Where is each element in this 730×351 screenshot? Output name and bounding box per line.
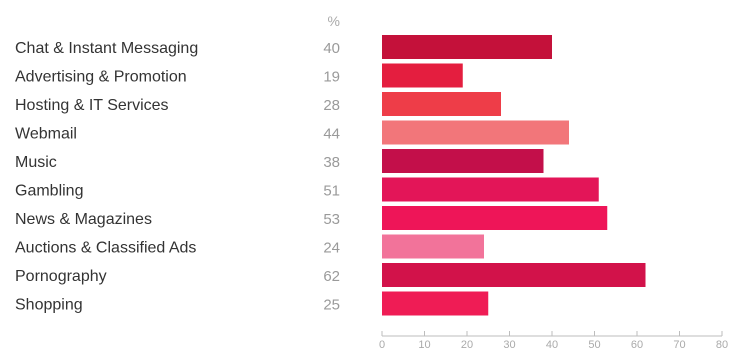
bar-row: Hosting & IT Services 28	[15, 92, 501, 116]
category-label: Advertising & Promotion	[15, 69, 187, 86]
category-label: Shopping	[15, 297, 83, 314]
value-label: 40	[323, 40, 340, 57]
x-tick-label: 70	[673, 339, 685, 351]
bar	[382, 234, 484, 259]
value-label: 53	[323, 211, 340, 228]
bar	[382, 206, 608, 230]
bar-row: Gambling 51	[15, 177, 599, 202]
bar-row: Auctions & Classified Ads 24	[15, 234, 484, 259]
category-label: Music	[15, 154, 57, 171]
x-tick-label: 20	[461, 339, 473, 351]
x-tick-label: 10	[418, 339, 430, 351]
bar-rows: Chat & Instant Messaging 40 Advertising & …	[15, 35, 646, 316]
x-tick-label: 60	[631, 339, 643, 351]
category-label: Pornography	[15, 268, 107, 285]
category-label: Hosting & IT Services	[15, 97, 169, 114]
value-label: 25	[323, 297, 340, 314]
value-label: 51	[323, 183, 340, 200]
bar	[382, 149, 544, 173]
value-label: 44	[323, 126, 340, 143]
x-tick-label: 80	[716, 339, 728, 351]
value-label: 28	[323, 97, 340, 114]
x-axis: 0 10 20 30 40 50 60 70 80	[379, 331, 728, 351]
value-label: 62	[323, 268, 340, 285]
category-label: Gambling	[15, 183, 83, 200]
x-tick-label: 30	[503, 339, 515, 351]
bar-row: Advertising & Promotion 19	[15, 63, 463, 88]
bar-row: Chat & Instant Messaging 40	[15, 35, 552, 59]
x-tick-label: 40	[546, 339, 558, 351]
bar-row: Webmail 44	[15, 120, 569, 145]
bar-row: News & Magazines 53	[15, 206, 608, 230]
bar	[382, 63, 463, 88]
value-label: 24	[323, 240, 340, 257]
x-tick-label: 0	[379, 339, 385, 351]
value-unit-label: %	[328, 13, 340, 29]
bar	[382, 92, 501, 116]
category-label: Webmail	[15, 126, 77, 143]
bar-row: Pornography 62	[15, 263, 646, 287]
value-label: 19	[323, 69, 340, 86]
bar	[382, 291, 489, 316]
x-tick-label: 50	[588, 339, 600, 351]
category-label: News & Magazines	[15, 211, 152, 228]
bar	[382, 120, 569, 145]
bar	[382, 177, 599, 202]
bar-row: Shopping 25	[15, 291, 489, 316]
category-label: Chat & Instant Messaging	[15, 40, 198, 57]
bar	[382, 35, 552, 59]
value-label: 38	[323, 154, 340, 171]
bar-row: Music 38	[15, 149, 544, 173]
category-label: Auctions & Classified Ads	[15, 240, 196, 257]
bar	[382, 263, 646, 287]
